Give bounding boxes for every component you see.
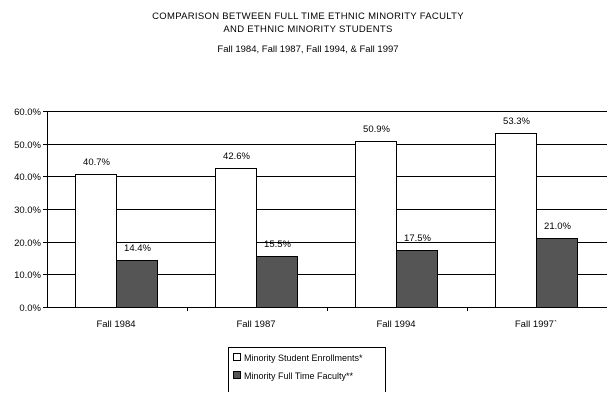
data-label-student-enrollment: 42.6% (223, 151, 250, 162)
x-category-label: Fall 1984 (96, 319, 135, 330)
y-tick-label: 30.0% (14, 205, 41, 216)
data-label-student-enrollment: 50.9% (363, 124, 390, 135)
x-category-label: Fall 1987 (236, 319, 275, 330)
y-tick-label: 0.0% (19, 303, 41, 314)
data-label-faculty: 17.5% (404, 233, 431, 244)
y-tick-label: 40.0% (14, 172, 41, 183)
bar-student-enrollment (215, 168, 257, 308)
bar-faculty (256, 256, 298, 308)
legend-swatch-student-enrollment (233, 353, 241, 361)
x-category-label: Fall 1997` (515, 319, 557, 330)
legend-box (228, 347, 386, 393)
legend-label-student-enrollment: Minority Student Enrollments* (244, 353, 363, 363)
y-tick-label: 10.0% (14, 270, 41, 281)
bar-student-enrollment (75, 174, 117, 308)
bar-faculty (116, 260, 158, 308)
legend-label-faculty: Minority Full Time Faculty** (244, 371, 354, 381)
data-label-student-enrollment: 40.7% (83, 157, 110, 168)
y-tick-label: 60.0% (14, 107, 41, 118)
bar-student-enrollment (355, 141, 397, 308)
legend-swatch-faculty (233, 371, 241, 379)
legend: Minority Student Enrollments* Minority Fu… (228, 347, 386, 393)
bar-faculty (536, 238, 578, 308)
data-label-faculty: 21.0% (544, 221, 571, 232)
data-labels: 40.7% 14.4% 42.6% 15.5% 50.9% 17.5% 53.3% 21.0% (83, 116, 571, 254)
bars (75, 133, 578, 308)
chart-subtitle: Fall 1984, Fall 1987, Fall 1994, & Fall … (217, 44, 398, 55)
title-group: COMPARISON BETWEEN FULL TIME ETHNIC MINO… (152, 11, 464, 55)
data-label-student-enrollment: 53.3% (503, 116, 530, 127)
y-tick-label: 50.0% (14, 140, 41, 151)
bar-faculty (396, 250, 438, 308)
data-label-faculty: 14.4% (124, 243, 151, 254)
data-label-faculty: 15.5% (264, 239, 291, 250)
chart-title-line-2: AND ETHNIC MINORITY STUDENTS (223, 24, 392, 35)
y-tick-label: 20.0% (14, 238, 41, 249)
x-category-label: Fall 1994 (376, 319, 415, 330)
chart-title-line-1: COMPARISON BETWEEN FULL TIME ETHNIC MINO… (152, 11, 464, 22)
bar-student-enrollment (495, 133, 537, 308)
